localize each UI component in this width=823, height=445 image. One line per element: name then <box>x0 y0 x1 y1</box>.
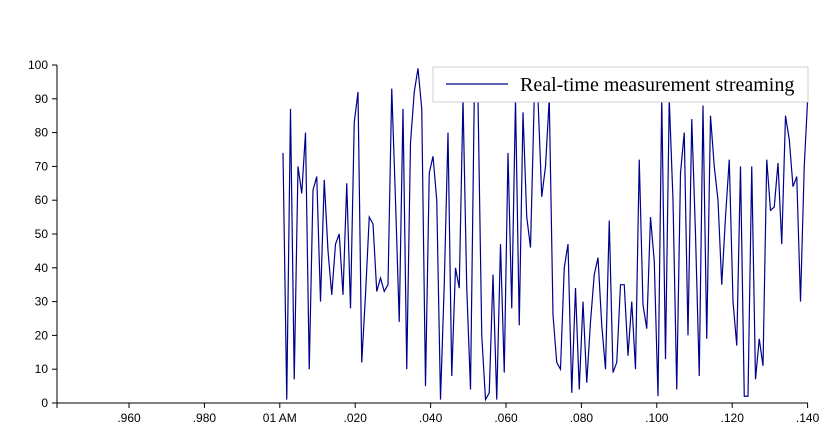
y-axis: 0 10 20 30 40 50 60 70 80 90 100 <box>28 58 58 410</box>
y-tick-label: 20 <box>35 328 49 342</box>
y-tick-label: 40 <box>35 261 49 275</box>
x-axis: .960 .980 01 AM .020 .040 .060 .080 .100 .120 .14… <box>56 402 820 425</box>
y-tick-label: 0 <box>41 396 48 410</box>
y-tick-label: 80 <box>35 126 49 140</box>
x-tick-label: .100 <box>645 411 669 425</box>
x-tick-label: .080 <box>570 411 594 425</box>
y-tick-label: 30 <box>35 295 49 309</box>
x-tick-label: .060 <box>494 411 518 425</box>
y-tick-label: 60 <box>35 193 49 207</box>
y-tick-label: 50 <box>35 227 49 241</box>
y-tick-label: 90 <box>35 92 49 106</box>
plot-area <box>282 68 809 402</box>
x-tick-label: .040 <box>419 411 443 425</box>
legend: Real-time measurement streaming <box>432 66 809 103</box>
y-tick-label: 10 <box>35 362 49 376</box>
y-tick-label: 70 <box>35 159 49 173</box>
y-tick-label: 100 <box>28 58 48 72</box>
x-tick-label: .140 <box>796 411 820 425</box>
series-line <box>282 68 809 402</box>
x-tick-label: 01 AM <box>263 411 297 425</box>
legend-label: Real-time measurement streaming <box>520 74 794 96</box>
x-tick-label: .120 <box>721 411 745 425</box>
x-tick-label: .980 <box>193 411 217 425</box>
x-tick-label: .960 <box>117 411 141 425</box>
x-tick-label: .020 <box>344 411 368 425</box>
